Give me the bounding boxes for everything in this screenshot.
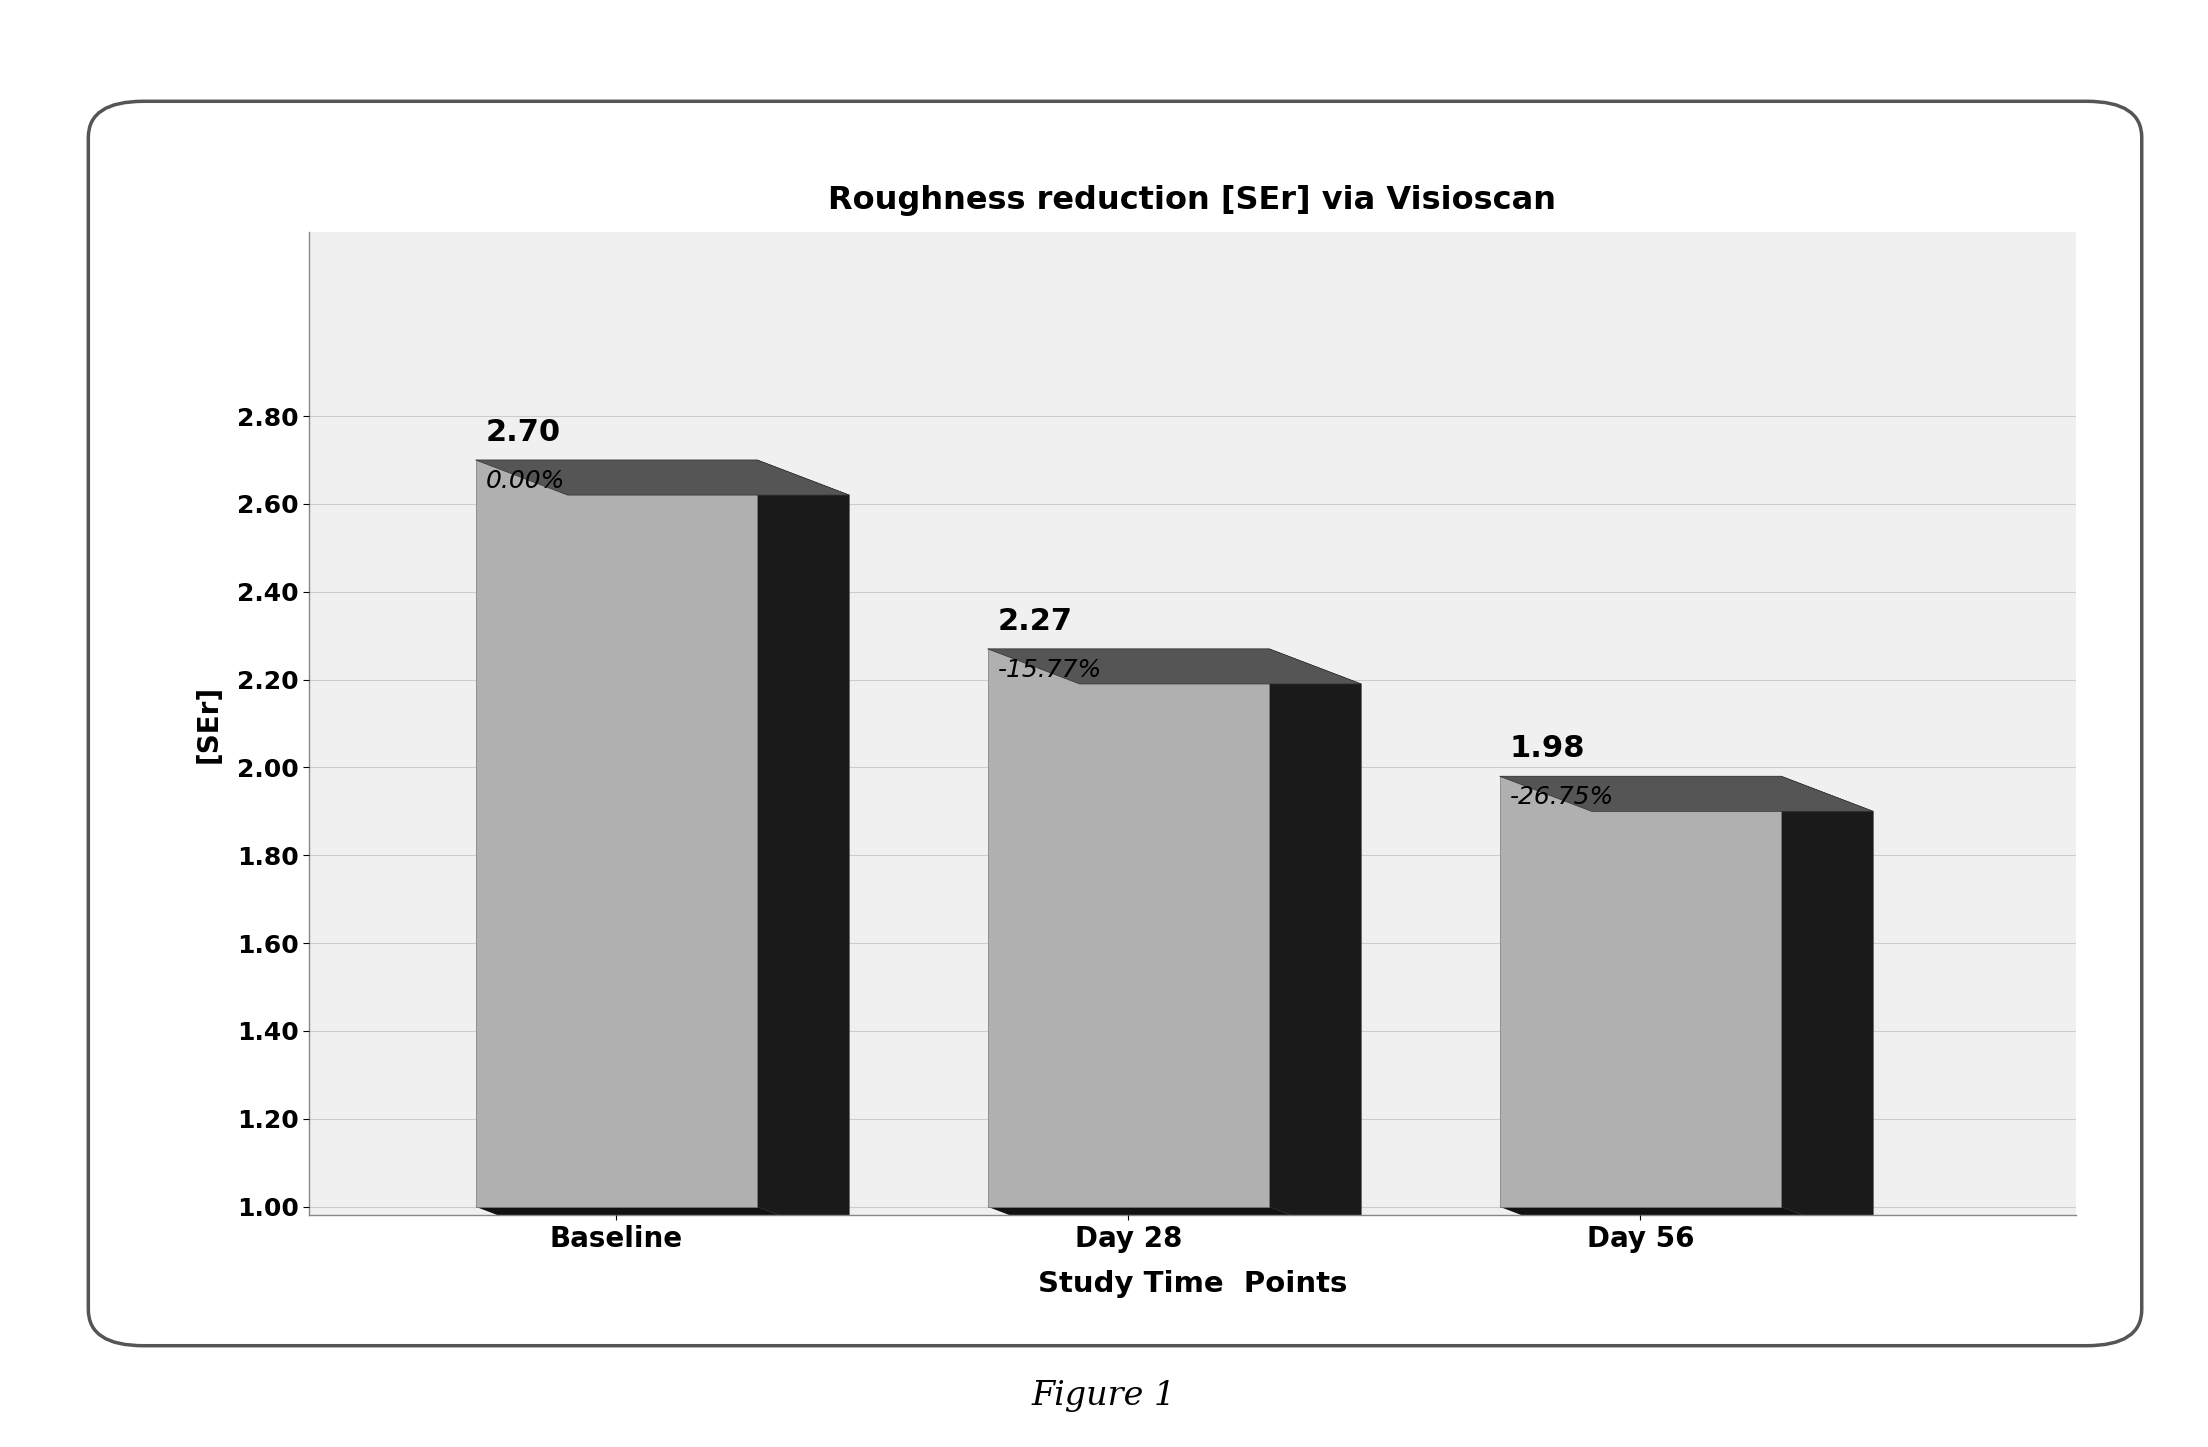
Polygon shape [1270, 648, 1362, 1242]
Text: 1.98: 1.98 [1510, 734, 1585, 763]
Polygon shape [1499, 1207, 1872, 1242]
Y-axis label: [SEr]: [SEr] [194, 684, 223, 763]
Polygon shape [475, 460, 757, 1207]
Polygon shape [1499, 776, 1872, 812]
X-axis label: Study Time  Points: Study Time Points [1038, 1270, 1347, 1298]
Polygon shape [757, 460, 850, 1242]
Polygon shape [987, 648, 1270, 1207]
Title: Roughness reduction [SEr] via Visioscan: Roughness reduction [SEr] via Visioscan [828, 185, 1557, 216]
Text: Figure 1: Figure 1 [1031, 1380, 1177, 1412]
Text: 0.00%: 0.00% [486, 469, 565, 493]
Text: -15.77%: -15.77% [998, 657, 1102, 682]
Polygon shape [475, 1207, 850, 1242]
Text: 2.27: 2.27 [998, 606, 1073, 635]
Polygon shape [1782, 776, 1872, 1242]
Polygon shape [987, 648, 1362, 684]
Polygon shape [1499, 776, 1782, 1207]
Polygon shape [475, 460, 850, 495]
Polygon shape [987, 1207, 1362, 1242]
Text: 2.70: 2.70 [486, 418, 561, 447]
Text: -26.75%: -26.75% [1510, 784, 1614, 809]
